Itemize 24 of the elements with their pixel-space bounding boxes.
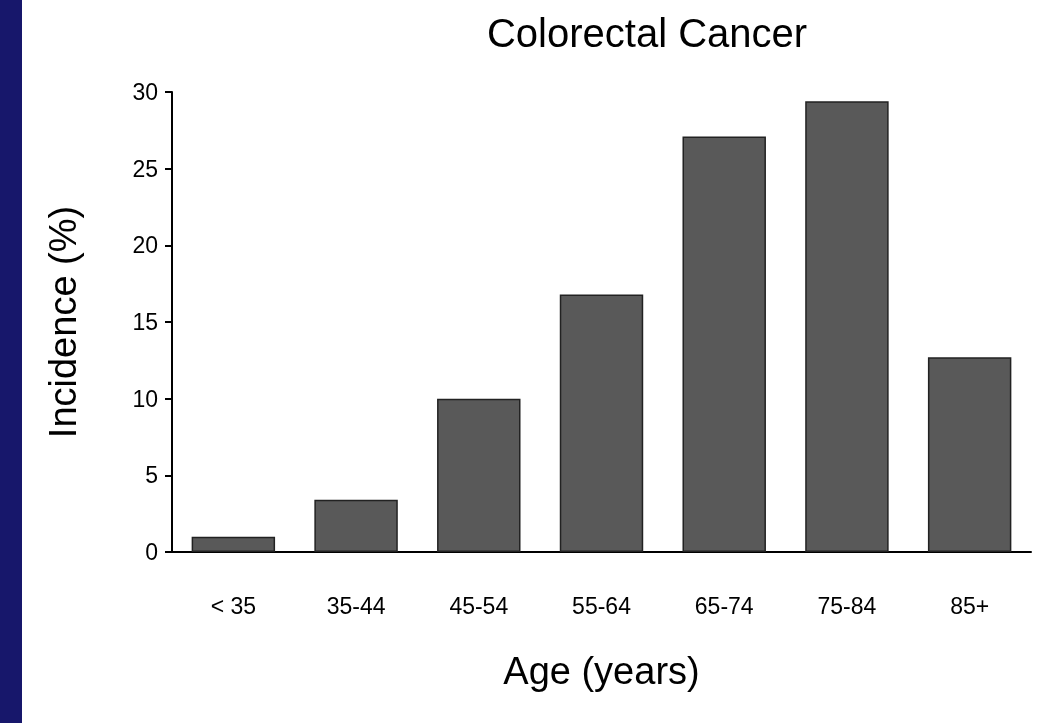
y-tick-label: 30 [132,79,158,105]
chart-title: Colorectal Cancer [486,11,808,55]
x-tick-label: 85+ [950,592,990,619]
x-tick-label: 45-54 [449,592,509,619]
x-axis-title: Age (years) [503,650,700,692]
y-tick-label: 10 [132,385,158,412]
x-tick-label: 75-84 [817,592,877,619]
bar [191,536,276,552]
x-tick-label: 55-64 [572,592,632,619]
y-axis-title: Incidence (%) [42,205,84,439]
x-tick-label: < 35 [210,592,257,619]
bar [682,136,766,552]
y-tick-label: 15 [132,309,158,335]
bar [927,357,1012,552]
y-tick-label: 20 [132,232,158,259]
bar [314,499,398,552]
bar [437,398,521,552]
bar [559,294,644,552]
y-tick-label: 5 [145,462,158,489]
y-tick-label: 25 [132,155,158,182]
x-tick-label: 65-74 [694,592,754,619]
bar [805,101,889,552]
y-tick-label: 0 [145,539,158,565]
x-tick-label: 35-44 [326,592,386,619]
